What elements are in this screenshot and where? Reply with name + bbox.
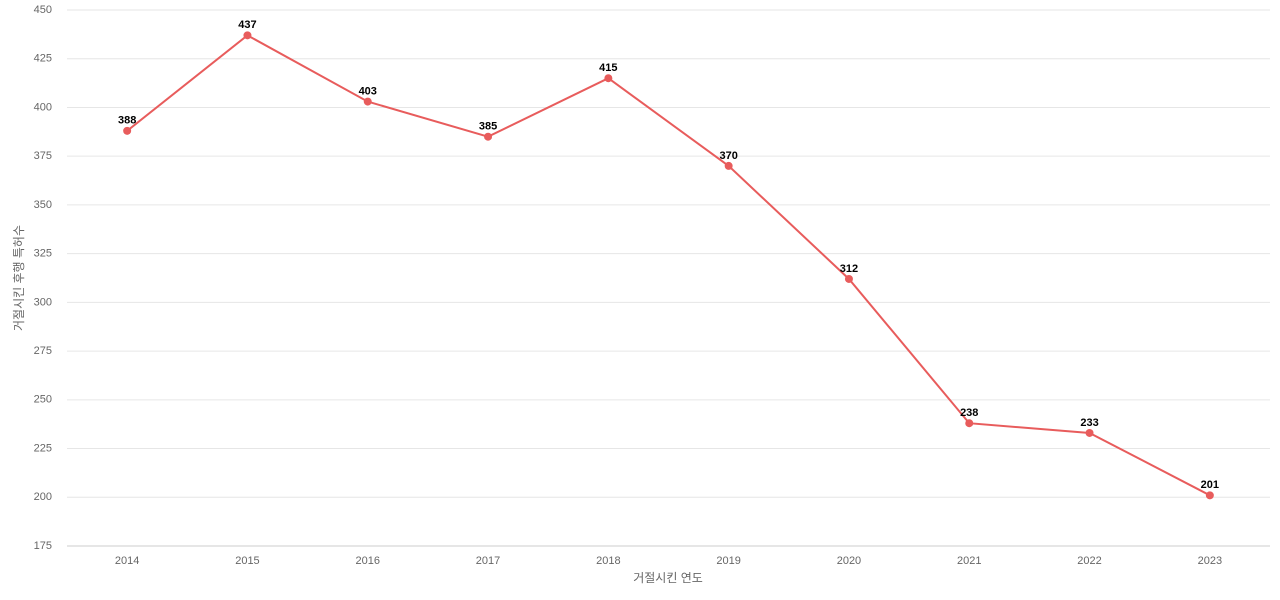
point [604, 74, 613, 83]
y-tick-label: 400 [34, 101, 52, 113]
point [243, 31, 252, 40]
point [965, 419, 974, 428]
y-tick-label: 450 [34, 4, 52, 16]
line [126, 34, 1211, 497]
x-tick-label: 2021 [957, 555, 981, 567]
y-tick-label: 425 [34, 53, 52, 65]
value-label: 385 [479, 121, 497, 133]
y-tick-label: 250 [34, 394, 52, 406]
point [1085, 428, 1094, 437]
point [844, 274, 853, 283]
point [1205, 491, 1214, 500]
x-tick-label: 2022 [1077, 555, 1101, 567]
x-tick-label: 2016 [356, 555, 380, 567]
point [484, 132, 493, 141]
value-label: 437 [238, 19, 256, 31]
point [724, 161, 733, 170]
value-label: 415 [599, 62, 617, 74]
y-tick-label: 350 [34, 199, 52, 211]
value-label: 233 [1080, 417, 1098, 429]
x-tick-label: 2023 [1198, 555, 1222, 567]
x-tick-label: 2014 [115, 555, 139, 567]
point [363, 97, 372, 106]
value-label: 201 [1201, 479, 1219, 491]
point [123, 126, 132, 135]
y-tick-label: 275 [34, 345, 52, 357]
y-axis-label: 거절시킨 후행 특허수 [11, 225, 26, 331]
value-label: 388 [118, 115, 136, 127]
x-tick-label: 2018 [596, 555, 620, 567]
x-tick-label: 2019 [716, 555, 740, 567]
value-label: 238 [960, 407, 978, 419]
value-label: 370 [719, 150, 737, 162]
value-label: 312 [840, 263, 858, 275]
y-tick-label: 300 [34, 296, 52, 308]
x-tick-label: 2020 [837, 555, 861, 567]
y-tick-label: 225 [34, 442, 52, 454]
value-label: 403 [359, 86, 377, 98]
x-axis-label: 거절시킨 연도 [633, 571, 703, 585]
y-tick-label: 175 [34, 540, 52, 552]
x-tick-label: 2017 [476, 555, 500, 567]
x-tick-label: 2015 [235, 555, 259, 567]
y-tick-label: 375 [34, 150, 52, 162]
y-tick-label: 200 [34, 491, 52, 503]
y-tick-label: 325 [34, 248, 52, 260]
